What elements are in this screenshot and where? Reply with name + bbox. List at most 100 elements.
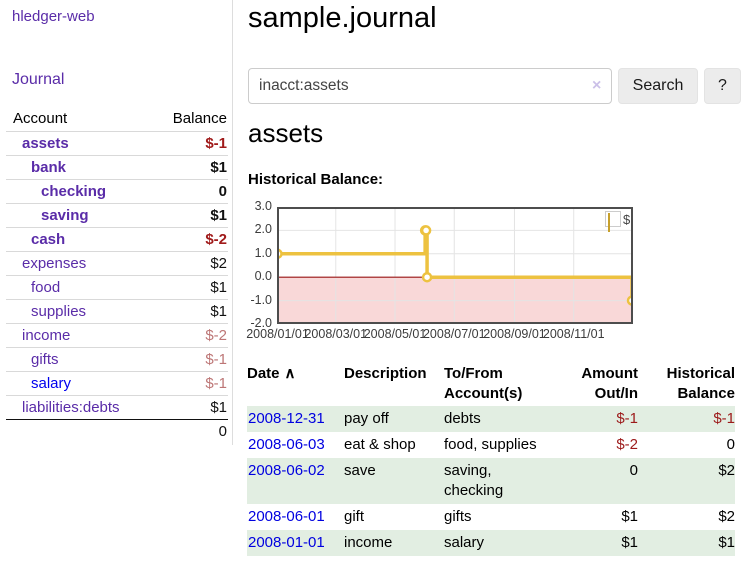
transaction-balance: $2 [718, 462, 735, 479]
register-table-body: 2008-12-31 pay off debts $-1 $-1 2008-06-03 ea… [247, 406, 735, 556]
account-row: gifts $-1 [6, 346, 228, 371]
sidebar: hledger-web Journal Account Balance asse… [0, 0, 233, 445]
sidebar-account-link-food[interactable]: food [31, 278, 61, 296]
chart-legend: $ [605, 211, 631, 232]
transaction-balance: $2 [718, 508, 735, 525]
account-row: cash $-2 [6, 226, 228, 251]
transaction-accounts: salary [444, 534, 485, 551]
transaction-row: 2008-06-03 eat & shop food, supplies $-2 0 [247, 432, 735, 458]
transaction-accounts: food, supplies [444, 436, 537, 453]
sidebar-account-link-salary[interactable]: salary [31, 374, 72, 392]
accounts-table-header-row: Account Balance [6, 106, 228, 131]
transaction-row: 2008-06-02 save saving, checking 0 $2 [247, 458, 735, 504]
transaction-date-link[interactable]: 2008-06-03 [248, 436, 325, 453]
search-input[interactable] [248, 68, 612, 104]
accounts-total-balance: 0 [155, 418, 228, 443]
transaction-accounts: gifts [444, 508, 472, 525]
account-heading: assets [248, 118, 324, 148]
transaction-row: 2008-06-01 gift gifts $1 $2 [247, 504, 735, 530]
chart-plot-area [277, 207, 633, 324]
transaction-date-link[interactable]: 2008-12-31 [248, 410, 325, 427]
y-axis-tick-label: 0.0 [254, 269, 272, 284]
transaction-description: gift [344, 508, 365, 525]
search-button[interactable]: Search [618, 68, 698, 104]
account-balance: $-2 [155, 322, 228, 347]
accounts-table: Account Balance assets $-1 bank $1 checking 0… [6, 106, 228, 443]
transaction-row: 2008-12-31 pay off debts $-1 $-1 [247, 406, 735, 432]
transaction-amount: 0 [629, 462, 638, 479]
transaction-amount: $1 [621, 534, 638, 551]
register-table: Date ∧ Description To/From Account(s) Amount… [247, 360, 735, 556]
historical-balance-chart: 3.0 2.0 1.0 0.0 -1.0 -2.0 2008/01/01 2008/03/0… [246, 199, 742, 352]
accounts-total-row: 0 [6, 418, 228, 443]
transaction-balance: $1 [718, 534, 735, 551]
x-axis-tick-label: 2008/01/01 [246, 327, 309, 341]
y-axis-tick-label: -1.0 [250, 292, 272, 307]
account-row: saving $1 [6, 202, 228, 227]
x-axis-tick-label: 2008/03/01 [304, 327, 368, 341]
legend-swatch-icon [605, 211, 621, 232]
transaction-accounts: debts [444, 410, 481, 427]
transaction-amount: $-2 [616, 436, 638, 453]
sidebar-account-link-income[interactable]: income [22, 326, 71, 344]
register-column-header: Amount Out/In [557, 360, 638, 406]
account-row: salary $-1 [6, 370, 228, 395]
sidebar-item-journal[interactable]: Journal [12, 71, 65, 88]
x-axis-tick-label: 2008/11/01 [542, 327, 605, 341]
transaction-date-link[interactable]: 2008-06-01 [248, 508, 325, 525]
sidebar-account-link-checking[interactable]: checking [41, 182, 107, 200]
transaction-amount: $1 [621, 508, 638, 525]
sidebar-account-link-assets[interactable]: assets [22, 134, 69, 152]
register-column-header: To/From Account(s) [444, 360, 557, 406]
clear-search-icon[interactable]: × [592, 77, 602, 94]
transaction-balance: 0 [726, 436, 735, 453]
account-balance: $-1 [155, 370, 228, 395]
transaction-date-link[interactable]: 2008-06-02 [248, 462, 325, 479]
sidebar-account-link-expenses[interactable]: expenses [22, 254, 87, 272]
transaction-row: 2008-01-01 income salary $1 $1 [247, 530, 735, 556]
accounts-table-body: assets $-1 bank $1 checking 0 saving $1 cash $-2 e… [6, 130, 228, 419]
account-balance: $-1 [155, 346, 228, 371]
sidebar-account-link-gifts[interactable]: gifts [31, 350, 59, 368]
register-header-row: Date ∧ Description To/From Account(s) Amount… [247, 360, 735, 406]
account-row: expenses $2 [6, 250, 228, 275]
transaction-description: save [344, 462, 376, 479]
search-form: × Search ? [248, 68, 741, 104]
sidebar-account-link-supplies[interactable]: supplies [31, 302, 87, 320]
legend-label: $ [623, 211, 631, 227]
account-balance: 0 [155, 178, 228, 203]
transaction-balance: $-1 [713, 410, 735, 427]
register-header-label: To/From Account(s) [444, 365, 523, 402]
x-axis-tick-label: 2008/09/01 [483, 327, 546, 341]
x-axis-tick-label: 2008/05/01 [363, 327, 427, 341]
sidebar-account-link-cash[interactable]: cash [31, 230, 66, 248]
register-header-label: Date [247, 365, 280, 382]
help-button[interactable]: ? [704, 68, 741, 104]
account-row: bank $1 [6, 154, 228, 179]
account-balance: $2 [155, 250, 228, 275]
account-row: checking 0 [6, 178, 228, 203]
app-title-link[interactable]: hledger-web [12, 8, 95, 25]
transaction-date-link[interactable]: 2008-01-01 [248, 534, 325, 551]
register-header-label: Historical Balance [666, 365, 735, 402]
sidebar-account-link-liabilities-debts[interactable]: liabilities:debts [22, 398, 120, 416]
account-row: income $-2 [6, 322, 228, 347]
account-row: assets $-1 [6, 130, 228, 155]
transaction-description: eat & shop [344, 436, 416, 453]
balance-column-header: Balance [172, 109, 227, 127]
account-balance: $1 [155, 154, 228, 179]
y-axis-tick-label: 2.0 [254, 222, 272, 237]
transaction-description: income [344, 534, 393, 551]
account-row: food $1 [6, 274, 228, 299]
y-axis-tick-label: 3.0 [254, 199, 272, 213]
y-axis-tick-label: -2.0 [250, 316, 272, 330]
register-column-header: Description [344, 360, 444, 406]
sort-ascending-icon: ∧ [284, 365, 296, 382]
register-column-header: Historical Balance [638, 360, 735, 406]
account-balance: $1 [155, 394, 228, 419]
sidebar-account-link-bank[interactable]: bank [31, 158, 67, 176]
sidebar-account-link-saving[interactable]: saving [41, 206, 89, 224]
register-column-header[interactable]: Date ∧ [247, 360, 344, 406]
transaction-description: pay off [344, 410, 389, 427]
account-balance: $1 [155, 298, 228, 323]
